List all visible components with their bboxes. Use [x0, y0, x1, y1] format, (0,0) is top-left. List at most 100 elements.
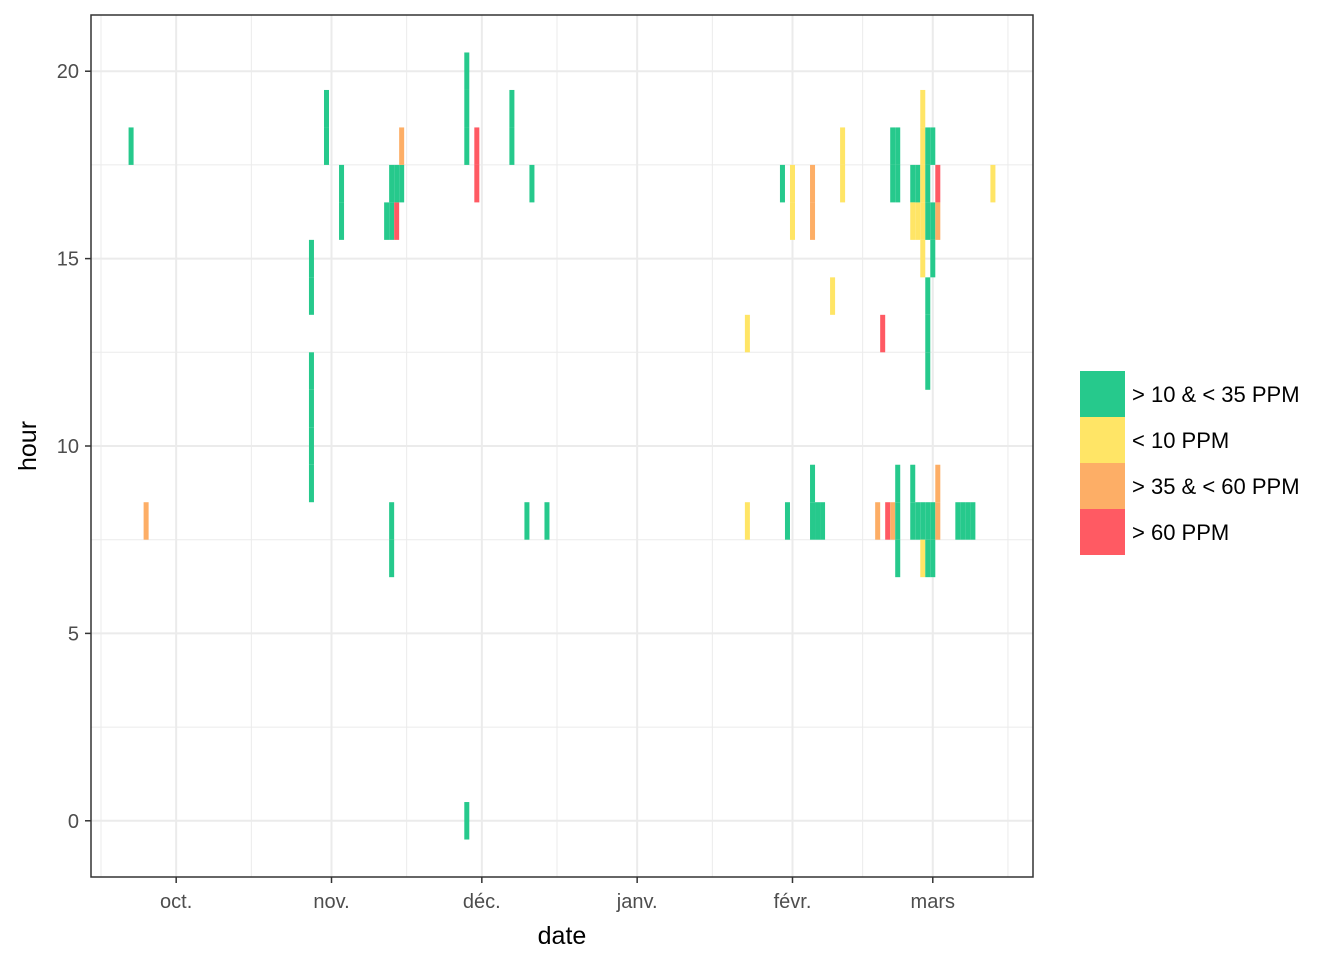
data-tile: [935, 164, 941, 203]
data-tile: [810, 464, 816, 503]
data-tile: [925, 314, 931, 353]
data-tile: [930, 202, 936, 240]
data-tile: [930, 539, 936, 578]
data-tile: [925, 127, 931, 165]
data-tile: [810, 202, 816, 240]
data-tile: [339, 202, 345, 240]
data-tile: [464, 89, 470, 128]
data-tile: [910, 464, 916, 503]
data-tile: [890, 502, 896, 540]
data-tile: [970, 502, 976, 540]
data-tile: [744, 502, 750, 540]
data-tile: [789, 164, 795, 203]
x-tick-label: nov.: [313, 891, 349, 913]
legend-label: > 35 & < 60 PPM: [1132, 474, 1300, 499]
axes: oct. nov. déc. janv. févr. mars 0 5 10 15 20: [57, 61, 955, 913]
data-tile: [779, 164, 785, 203]
data-tile: [308, 389, 314, 428]
data-tile: [920, 202, 926, 240]
data-tile: [840, 127, 846, 165]
data-tile: [895, 539, 901, 578]
data-tile: [895, 464, 901, 503]
data-tile: [830, 277, 836, 315]
data-tile: [394, 164, 400, 203]
data-tile: [895, 127, 901, 165]
y-tick-label: 20: [57, 61, 79, 83]
data-tile: [389, 164, 395, 203]
data-tile: [143, 502, 149, 540]
data-tile: [960, 502, 966, 540]
data-tile: [308, 464, 314, 503]
data-tile: [529, 164, 535, 203]
y-tick-label: 0: [68, 811, 79, 833]
data-tile: [399, 127, 405, 165]
data-tile: [895, 164, 901, 203]
data-tile: [880, 314, 886, 353]
data-tile: [810, 502, 816, 540]
data-tile: [935, 202, 941, 240]
data-tile: [323, 127, 330, 165]
data-tile: [464, 52, 470, 90]
data-tile: [820, 502, 826, 540]
data-tile: [910, 502, 916, 540]
data-tile: [308, 427, 314, 465]
legend-swatch: [1080, 509, 1125, 555]
data-tile: [524, 502, 530, 540]
data-tile: [323, 89, 330, 128]
data-tile: [875, 502, 881, 540]
data-tile: [915, 202, 921, 240]
data-tile: [920, 502, 926, 540]
data-tile: [308, 352, 314, 390]
x-tick-label: oct.: [160, 891, 192, 913]
data-tile: [464, 802, 470, 840]
data-tile: [925, 164, 931, 203]
x-axis-title: date: [538, 922, 587, 950]
legend-swatch: [1080, 371, 1125, 417]
data-tile: [925, 277, 931, 315]
data-tile: [308, 239, 314, 278]
data-tile: [910, 164, 916, 203]
data-tile: [890, 127, 896, 165]
data-tile: [920, 164, 926, 203]
data-tile: [965, 502, 971, 540]
data-tile: [339, 164, 345, 203]
legend-swatch: [1080, 417, 1125, 463]
data-tile: [935, 502, 941, 540]
data-tile: [789, 202, 795, 240]
data-tile: [389, 502, 395, 540]
data-tile: [744, 314, 750, 353]
data-tile: [890, 164, 896, 203]
data-tile: [544, 502, 550, 540]
y-tick-label: 10: [57, 436, 79, 458]
data-tile: [384, 202, 390, 240]
data-tile: [474, 164, 480, 203]
data-tile: [925, 202, 931, 240]
data-tile: [399, 164, 405, 203]
data-tiles: [128, 52, 996, 840]
data-tile: [474, 127, 480, 165]
data-tile: [815, 502, 821, 540]
data-tile: [920, 127, 926, 165]
data-tile: [990, 164, 996, 203]
data-tile: [389, 202, 395, 240]
legend-label: < 10 PPM: [1132, 428, 1229, 453]
data-tile: [840, 164, 846, 203]
data-tile: [464, 127, 470, 165]
y-axis-title: hour: [14, 421, 42, 471]
data-tile: [394, 202, 400, 240]
data-tile: [925, 352, 931, 390]
data-tile: [810, 164, 816, 203]
data-tile: [885, 502, 891, 540]
x-tick-label: déc.: [463, 891, 501, 913]
data-tile: [955, 502, 961, 540]
data-tile: [920, 89, 926, 128]
legend-label: > 60 PPM: [1132, 520, 1229, 545]
y-tick-label: 5: [68, 623, 79, 645]
x-tick-label: févr.: [774, 891, 812, 913]
data-tile: [920, 239, 926, 278]
data-tile: [895, 502, 901, 540]
data-tile: [915, 164, 921, 203]
x-tick-label: mars: [911, 891, 955, 913]
data-tile: [925, 502, 931, 540]
